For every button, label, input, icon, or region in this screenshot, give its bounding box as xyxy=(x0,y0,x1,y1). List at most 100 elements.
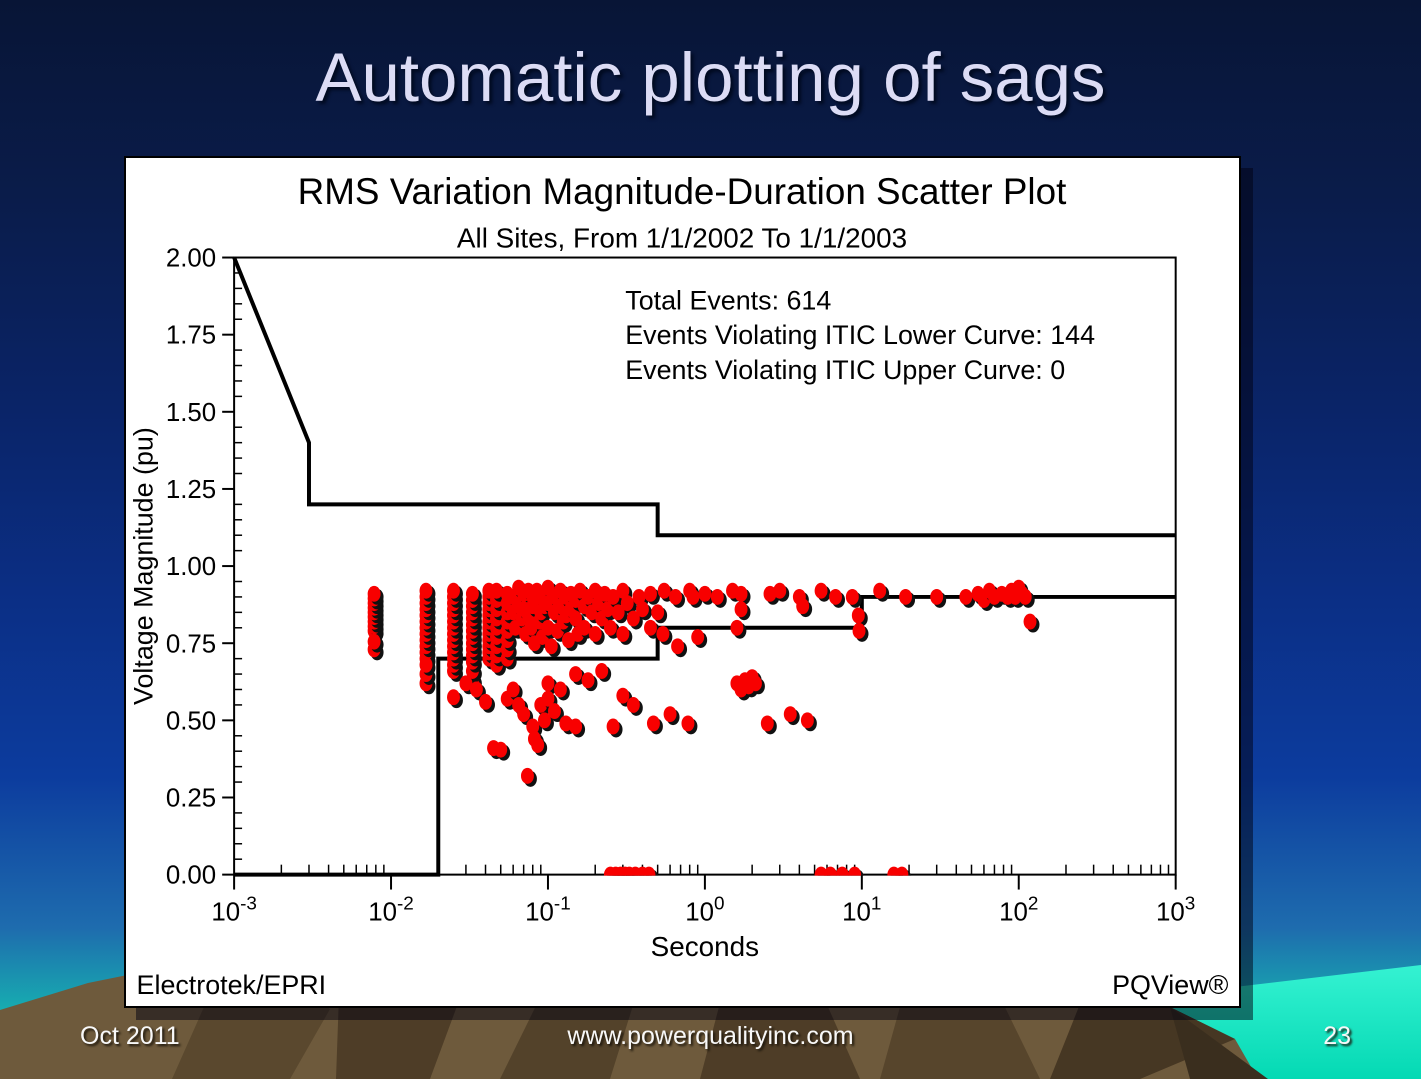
scatter-point xyxy=(538,712,551,729)
scatter-point xyxy=(644,619,657,636)
scatter-point xyxy=(447,689,460,706)
scatter-point xyxy=(569,610,583,627)
scatter-point xyxy=(796,598,810,615)
scatter-point xyxy=(626,610,640,627)
scatter-point xyxy=(814,582,828,599)
scatter-point xyxy=(845,588,859,605)
itic-lower-curve xyxy=(234,594,1176,877)
scatter-point xyxy=(620,595,634,612)
scatter-point xyxy=(616,625,630,642)
scatter-point xyxy=(601,601,615,618)
scatter-point xyxy=(490,582,503,599)
scatter-point xyxy=(959,588,973,605)
y-tick-label: 0.25 xyxy=(166,785,216,813)
chart-annotation: Total Events: 614 xyxy=(625,285,831,315)
scatter-point xyxy=(616,687,630,704)
y-tick-label: 2.00 xyxy=(166,245,216,273)
scatter-point xyxy=(606,588,620,605)
scatter-point xyxy=(691,629,705,646)
scatter-point xyxy=(479,693,492,710)
scatter-point xyxy=(646,715,660,732)
scatter-point xyxy=(559,715,573,732)
scatter-point xyxy=(681,715,695,732)
x-tick-label: 102 xyxy=(999,893,1038,926)
scatter-point xyxy=(773,582,787,599)
scatter-point xyxy=(419,582,433,599)
chart-annotation: Events Violating ITIC Upper Curve: 0 xyxy=(625,355,1065,385)
footer-url: www.powerqualityinc.com xyxy=(567,1022,854,1050)
slide-number: 23 xyxy=(1323,1022,1351,1050)
scatter-point xyxy=(544,638,558,655)
scatter-point xyxy=(663,706,677,723)
scatter-point xyxy=(635,601,649,618)
scatter-point xyxy=(671,638,685,655)
x-tick-label: 101 xyxy=(842,893,881,926)
scatter-point xyxy=(710,588,724,605)
branding-right: PQView® xyxy=(1112,970,1229,1000)
scatter-point xyxy=(1018,588,1032,605)
scatter-point xyxy=(569,718,583,735)
chart-title: RMS Variation Magnitude-Duration Scatter… xyxy=(298,171,1067,212)
scatter-point xyxy=(581,672,595,689)
scatter-point xyxy=(734,585,748,602)
scatter-point xyxy=(541,690,555,707)
y-tick-label: 0.50 xyxy=(166,707,216,735)
x-tick-label: 10-1 xyxy=(525,893,571,926)
branding-left: Electrotek/EPRI xyxy=(137,970,327,1000)
scatter-point xyxy=(1023,613,1037,630)
scatter-point xyxy=(851,607,865,624)
chart-subtitle: All Sites, From 1/1/2002 To 1/1/2003 xyxy=(457,223,907,254)
scatter-point xyxy=(469,681,483,698)
scatter-point xyxy=(626,696,640,713)
scatter-point xyxy=(569,666,583,683)
scatter-point xyxy=(800,712,814,729)
scatter-point xyxy=(783,706,797,723)
scatter-point xyxy=(730,619,744,636)
scatter-point xyxy=(669,588,683,605)
scatter-point xyxy=(852,622,866,639)
scatter-point xyxy=(835,866,849,876)
scatter-point xyxy=(823,866,837,876)
scatter-point xyxy=(895,866,909,876)
scatter-point xyxy=(367,585,381,602)
x-tick-label: 10-3 xyxy=(211,893,257,926)
scatter-point xyxy=(447,582,460,599)
scatter-point xyxy=(644,585,657,602)
y-tick-label: 1.75 xyxy=(166,322,216,350)
x-tick-label: 10-2 xyxy=(368,893,414,926)
scatter-point xyxy=(734,601,748,618)
scatter-point xyxy=(553,681,567,698)
mountain-shape xyxy=(1170,1007,1268,1079)
scatter-point xyxy=(829,588,843,605)
scatter-point xyxy=(616,582,630,599)
scatter-point xyxy=(657,582,671,599)
scatter-point xyxy=(531,737,545,753)
scatter-point xyxy=(848,866,862,876)
scatter-point xyxy=(698,585,712,602)
scatter-point xyxy=(763,585,777,602)
x-tick-label: 100 xyxy=(685,893,724,926)
scatter-point xyxy=(419,656,433,673)
scatter-point xyxy=(632,588,646,605)
scatter-point xyxy=(588,625,602,642)
scatter-point xyxy=(520,767,534,784)
scatter-point xyxy=(465,585,479,602)
y-tick-label: 1.00 xyxy=(166,553,216,581)
scatter-point xyxy=(547,703,561,720)
scatter-point xyxy=(606,718,620,735)
scatter-point xyxy=(686,588,700,605)
scatter-point xyxy=(459,675,473,692)
scatter-point xyxy=(494,741,508,758)
scatter-point xyxy=(541,675,555,692)
slide-title: Automatic plotting of sags xyxy=(315,39,1106,116)
scatter-point xyxy=(930,588,944,605)
itic-upper-curve xyxy=(232,256,1176,538)
scatter-point xyxy=(577,619,591,636)
x-tick-label: 103 xyxy=(1156,893,1195,926)
scatter-points xyxy=(367,579,1040,876)
y-tick-label: 1.25 xyxy=(166,476,216,504)
y-tick-label: 1.50 xyxy=(166,399,216,427)
scatter-point xyxy=(873,582,887,599)
scatter-point xyxy=(367,633,381,650)
